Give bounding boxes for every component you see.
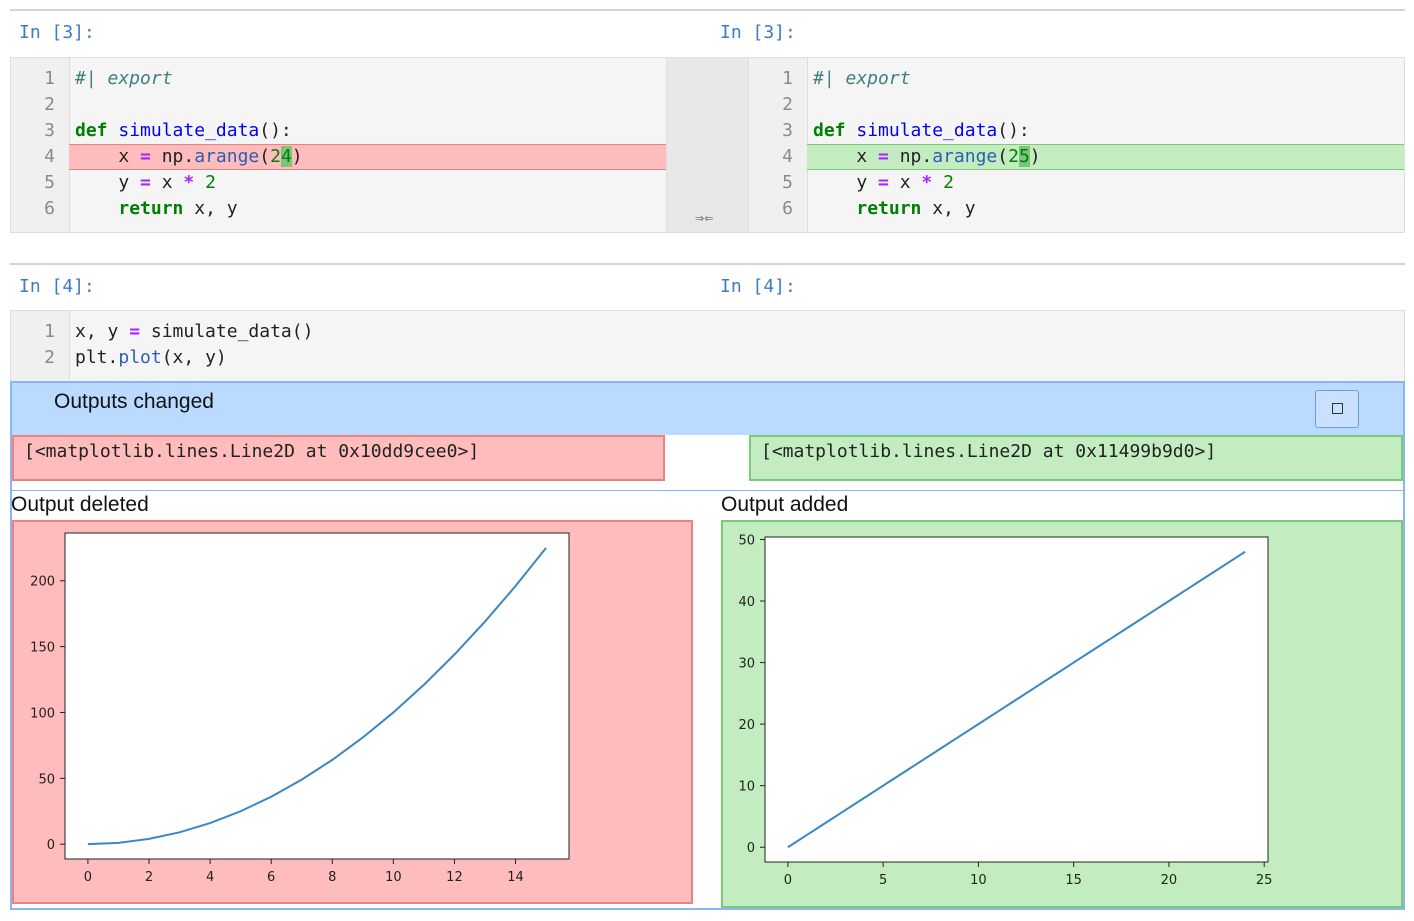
code-text: plt.plot(x, y) [75,347,227,368]
merge-gap [667,57,749,233]
line-number: 5 [782,172,793,193]
merge-arrows-icon[interactable]: ⇒⇐ [695,213,714,225]
code-line: 2 plt.plot(x, y) [11,345,1404,371]
code-editor-left[interactable]: 1 #| export 2 3 def simulate_data(): 4 x = np… [10,57,667,233]
plot-added-chart: 0 5 10 15 20 25 0 10 20 30 40 50 [738,533,1273,888]
line-number: 2 [44,347,55,368]
y-tick-label: 150 [30,641,55,656]
plot-axes [64,532,570,860]
cell-prompt-left: In [4]: [19,276,95,297]
code-line-added: 4 x = np.arange(25) [749,144,1404,170]
line-number: 1 [782,68,793,89]
output-added-label: Output added [721,493,849,516]
collapse-toggle-button[interactable] [1315,390,1359,428]
code-line-removed: 4 x = np.arange(24) [11,144,666,170]
x-tick-label: 10 [385,870,402,885]
line-number: 6 [44,198,55,219]
cell-prompt-left: In [3]: [19,22,95,43]
line-number: 4 [782,146,793,167]
outputs-header [12,383,1403,435]
outputs-changed-label: Outputs changed [54,390,214,413]
code-line: 6 return x, y [11,196,666,222]
line-gutter [749,58,808,232]
line-number: 2 [782,94,793,115]
output-deleted-label: Output deleted [11,493,149,516]
outputs-frame [10,381,1405,910]
cell-divider [10,263,1405,265]
y-tick-label: 20 [738,718,755,733]
code-text: return x, y [856,198,976,219]
x-tick-label: 4 [206,870,214,885]
line-number: 6 [782,198,793,219]
result-deleted: [<matplotlib.lines.Line2D at 0x10dd9cee0… [12,435,665,481]
square-icon [1332,403,1343,414]
line-number: 2 [44,94,55,115]
y-tick-label: 40 [738,595,755,610]
code-line: 3 def simulate_data(): [749,118,1404,144]
plot-deleted-chart: 0 2 4 6 8 10 12 14 0 50 100 150 200 [30,532,570,885]
y-tick-label: 200 [30,575,55,590]
y-tick-label: 0 [747,841,755,856]
y-tick-label: 50 [38,772,55,787]
x-tick-label: 15 [1065,873,1082,888]
line-number: 3 [782,120,793,141]
code-line: 1 #| export [11,66,666,92]
series-line [87,547,547,846]
code-text: y = x * 2 [75,172,216,193]
code-line: 6 return x, y [749,196,1404,222]
line-gutter [11,311,70,381]
x-tick-label: 2 [145,870,153,885]
code-text: #| export [813,68,911,89]
code-text: def simulate_data(): [75,120,292,141]
x-tick-label: 6 [267,870,275,885]
x-tick-label: 25 [1256,873,1273,888]
line-number: 1 [44,321,55,342]
x-tick-label: 0 [784,873,792,888]
code-line: 1 #| export [749,66,1404,92]
result-added: [<matplotlib.lines.Line2D at 0x11499b9d0… [749,435,1403,481]
y-tick-label: 50 [738,533,755,548]
cell-divider [10,9,1405,11]
x-tick-label: 12 [446,870,463,885]
x-tick-label: 5 [879,873,887,888]
line-number: 1 [44,68,55,89]
plot-added-panel: 0 5 10 15 20 25 0 10 20 30 40 50 [721,520,1403,908]
y-tick-label: 0 [47,838,55,853]
y-tick-label: 10 [738,780,755,795]
code-text: x = np.arange(24) [69,144,666,170]
plot-deleted-panel: 0 2 4 6 8 10 12 14 0 50 100 150 200 [12,520,693,904]
code-line: 2 [11,92,666,118]
code-text: x = np.arange(25) [807,144,1404,170]
code-text: #| export [75,68,173,89]
code-line: 2 [749,92,1404,118]
cell-prompt-right: In [3]: [720,22,796,43]
code-text: def simulate_data(): [813,120,1030,141]
cell-prompt-right: In [4]: [720,276,796,297]
code-editor-right[interactable]: 1 #| export 2 3 def simulate_data(): 4 x = np… [748,57,1405,233]
line-number: 3 [44,120,55,141]
y-tick-label: 100 [30,706,55,721]
code-line: 5 y = x * 2 [11,170,666,196]
x-tick-label: 10 [970,873,987,888]
x-tick-label: 20 [1161,873,1178,888]
y-tick-label: 30 [738,657,755,672]
x-tick-label: 14 [507,870,524,885]
line-number: 4 [44,146,55,167]
line-number: 5 [44,172,55,193]
code-text: return x, y [118,198,238,219]
output-separator [12,490,1403,491]
code-line: 5 y = x * 2 [749,170,1404,196]
x-tick-label: 8 [328,870,336,885]
series-line [787,550,1246,849]
code-text: y = x * 2 [813,172,954,193]
code-line: 1 x, y = simulate_data() [11,319,1404,345]
x-tick-label: 0 [84,870,92,885]
code-text: x, y = simulate_data() [75,321,314,342]
code-line: 3 def simulate_data(): [11,118,666,144]
code-editor-unchanged[interactable]: 1 x, y = simulate_data() 2 plt.plot(x, y) [10,310,1405,382]
